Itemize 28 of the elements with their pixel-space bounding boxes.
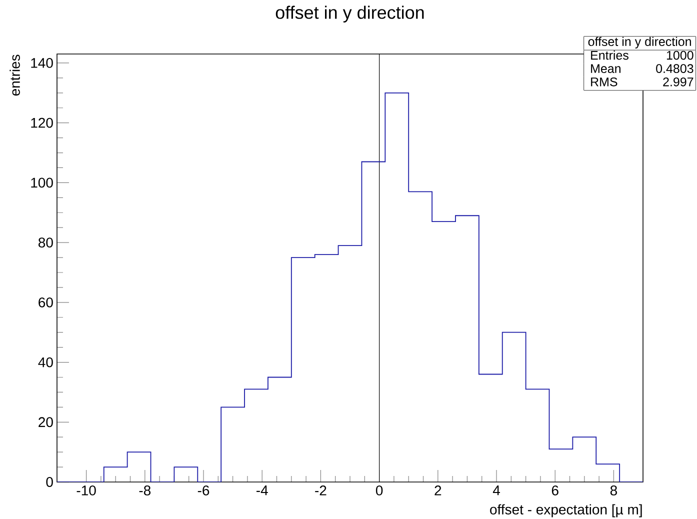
- x-axis-title: offset - expectation [µ m]: [490, 504, 642, 518]
- x-tick-label: 0: [376, 486, 383, 496]
- y-tick-label: 0: [46, 477, 53, 487]
- x-tick-label: -6: [198, 486, 210, 496]
- chart-title: offset in y direction: [276, 6, 424, 22]
- x-tick-label: -4: [256, 486, 268, 496]
- annotation: Entries: [591, 50, 628, 60]
- y-tick-label: 140: [31, 58, 53, 68]
- y-tick-label: 60: [38, 297, 53, 308]
- x-tick-label: -8: [139, 486, 151, 496]
- y-tick-label: 120: [31, 118, 53, 128]
- x-tick-label: 8: [610, 486, 617, 496]
- text: 1000: [666, 50, 694, 60]
- x-tick-label: 6: [552, 486, 558, 496]
- y-tick-label: 20: [38, 417, 53, 428]
- text: 2.997: [663, 77, 694, 86]
- y-axis-title: entries: [10, 54, 20, 96]
- annotation: RMS: [591, 77, 618, 86]
- y-tick-label: 100: [31, 178, 53, 188]
- text: offset in y direction: [588, 36, 691, 48]
- x-tick-label: 2: [434, 486, 442, 496]
- text: 0.4803: [656, 64, 694, 74]
- annotation: Mean: [591, 64, 620, 74]
- x-tick-label: -10: [76, 486, 96, 496]
- y-tick-label: 80: [38, 238, 53, 248]
- x-tick-label: 4: [492, 486, 500, 496]
- y-tick-label: 40: [38, 357, 53, 368]
- x-tick-label: -2: [315, 486, 326, 496]
